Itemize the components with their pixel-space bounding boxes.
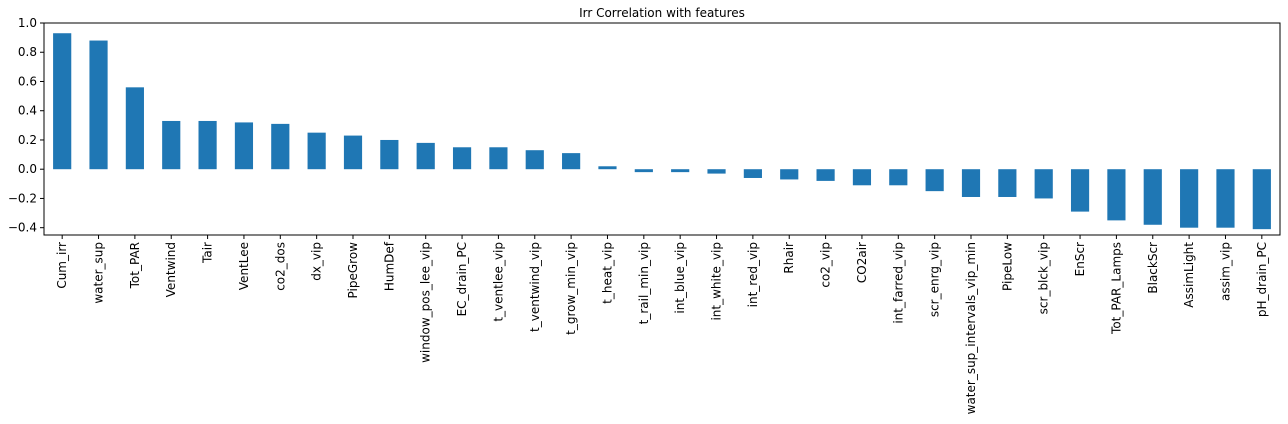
x-tick-label: t_ventlee_vip <box>491 242 505 322</box>
bar-Ventwind <box>162 120 181 170</box>
x-tick-label: assim_vip <box>1218 242 1232 301</box>
x-tick-label: int_white_vip <box>710 242 724 321</box>
x-tick-label: water_sup_intervals_vip_min <box>964 242 978 414</box>
bar-dx_vip <box>307 132 326 170</box>
bar-HumDef <box>380 139 399 170</box>
x-tick-label: PipeLow <box>1000 242 1014 291</box>
x-tick-label: t_ventwind_vip <box>528 242 542 332</box>
y-tick-label: 0.4 <box>18 104 37 118</box>
bar-PipeLow <box>998 169 1017 197</box>
bar-Tot_PAR <box>125 87 144 170</box>
x-tick-label: window_pos_lee_vip <box>419 242 433 363</box>
bar-int_red_vip <box>743 169 762 178</box>
x-tick-label: int_farred_vip <box>891 242 905 324</box>
y-tick-label: 0.0 <box>18 162 37 176</box>
bar-t_rail_min_vip <box>634 169 653 173</box>
x-tick-label: int_blue_vip <box>673 242 687 314</box>
bar-EC_drain_PC <box>452 147 472 170</box>
x-tick-label: t_heat_vip <box>600 242 614 304</box>
bar-co2_dos <box>271 123 290 170</box>
x-tick-label: co2_dos <box>273 242 287 291</box>
y-tick-label: −0.2 <box>8 191 37 205</box>
bar-Tot_PAR_Lamps <box>1107 169 1126 221</box>
y-tick-label: 0.8 <box>18 45 37 59</box>
bar-int_white_vip <box>707 169 726 174</box>
x-tick-label: Rhair <box>782 242 796 274</box>
y-axis: 1.0 0.8 0.6 0.4 0.2 0.0 −0.2 −0.4 <box>8 16 44 235</box>
x-tick-label: dx_vip <box>310 242 324 281</box>
y-tick-label: 0.2 <box>18 133 37 147</box>
x-axis: Cum_irr water_sup Tot_PAR Ventwind Tair VentL… <box>55 235 1269 414</box>
x-tick-label: Cum_irr <box>55 242 69 289</box>
x-tick-label: Ventwind <box>164 242 178 297</box>
x-tick-label: AssimLight <box>1182 242 1196 308</box>
y-tick-label: −0.4 <box>8 221 37 235</box>
y-tick-label: 1.0 <box>18 16 37 30</box>
bar-t_grow_min_vip <box>562 153 581 170</box>
chart-title: Irr Correlation with features <box>579 6 745 20</box>
x-tick-label: co2_vip <box>819 242 833 288</box>
x-tick-label: t_rail_min_vip <box>637 242 651 324</box>
x-tick-label: water_sup <box>92 242 106 304</box>
bar-t_heat_vip <box>598 166 617 170</box>
x-tick-label: PipeGrow <box>346 242 360 299</box>
x-tick-label: EnScr <box>1073 242 1087 276</box>
bar-water_sup <box>89 40 108 170</box>
bar-PipeGrow <box>343 135 363 170</box>
x-tick-label: EC_drain_PC <box>455 242 469 316</box>
x-tick-label: Tot_PAR_Lamps <box>1109 242 1123 335</box>
plot-frame <box>43 22 1281 236</box>
bar-int_blue_vip <box>671 169 690 173</box>
x-tick-label: VentLee <box>237 242 251 290</box>
bar-window_pos_lee_vip <box>416 142 435 170</box>
bar-scr_blck_vip <box>1034 169 1053 199</box>
x-tick-label: int_red_vip <box>746 242 760 307</box>
bar-Cum_irr <box>53 33 72 170</box>
bars-group <box>53 33 1271 230</box>
bar-assim_vip <box>1216 169 1235 228</box>
bar-t_ventwind_vip <box>525 150 544 170</box>
bar-EnScr <box>1070 169 1090 212</box>
x-tick-label: CO2air <box>855 242 869 283</box>
bar-water_sup_intervals_vip_min <box>961 169 981 197</box>
y-tick-label: 0.6 <box>18 74 37 88</box>
bar-int_farred_vip <box>889 169 908 186</box>
bar-t_ventlee_vip <box>489 147 508 170</box>
x-tick-label: Tair <box>201 242 215 264</box>
x-tick-label: t_grow_min_vip <box>564 242 578 335</box>
bar-BlackScr <box>1143 169 1162 225</box>
bar-co2_vip <box>816 169 835 181</box>
bar-Rhair <box>780 169 799 180</box>
bar-AssimLight <box>1180 169 1199 228</box>
x-tick-label: BlackScr <box>1146 242 1160 294</box>
x-tick-label: scr_enrg_vip <box>928 242 942 317</box>
bar-scr_enrg_vip <box>925 169 944 192</box>
bar-VentLee <box>234 122 254 170</box>
x-tick-label: scr_blck_vip <box>1037 242 1051 314</box>
bar-CO2air <box>852 169 872 186</box>
x-tick-label: HumDef <box>382 241 396 291</box>
x-tick-label: Tot_PAR <box>128 242 142 289</box>
x-tick-label: pH_drain_PC <box>1255 242 1269 317</box>
bar-Tair <box>198 120 217 170</box>
bar-pH_drain_PC <box>1252 169 1271 230</box>
